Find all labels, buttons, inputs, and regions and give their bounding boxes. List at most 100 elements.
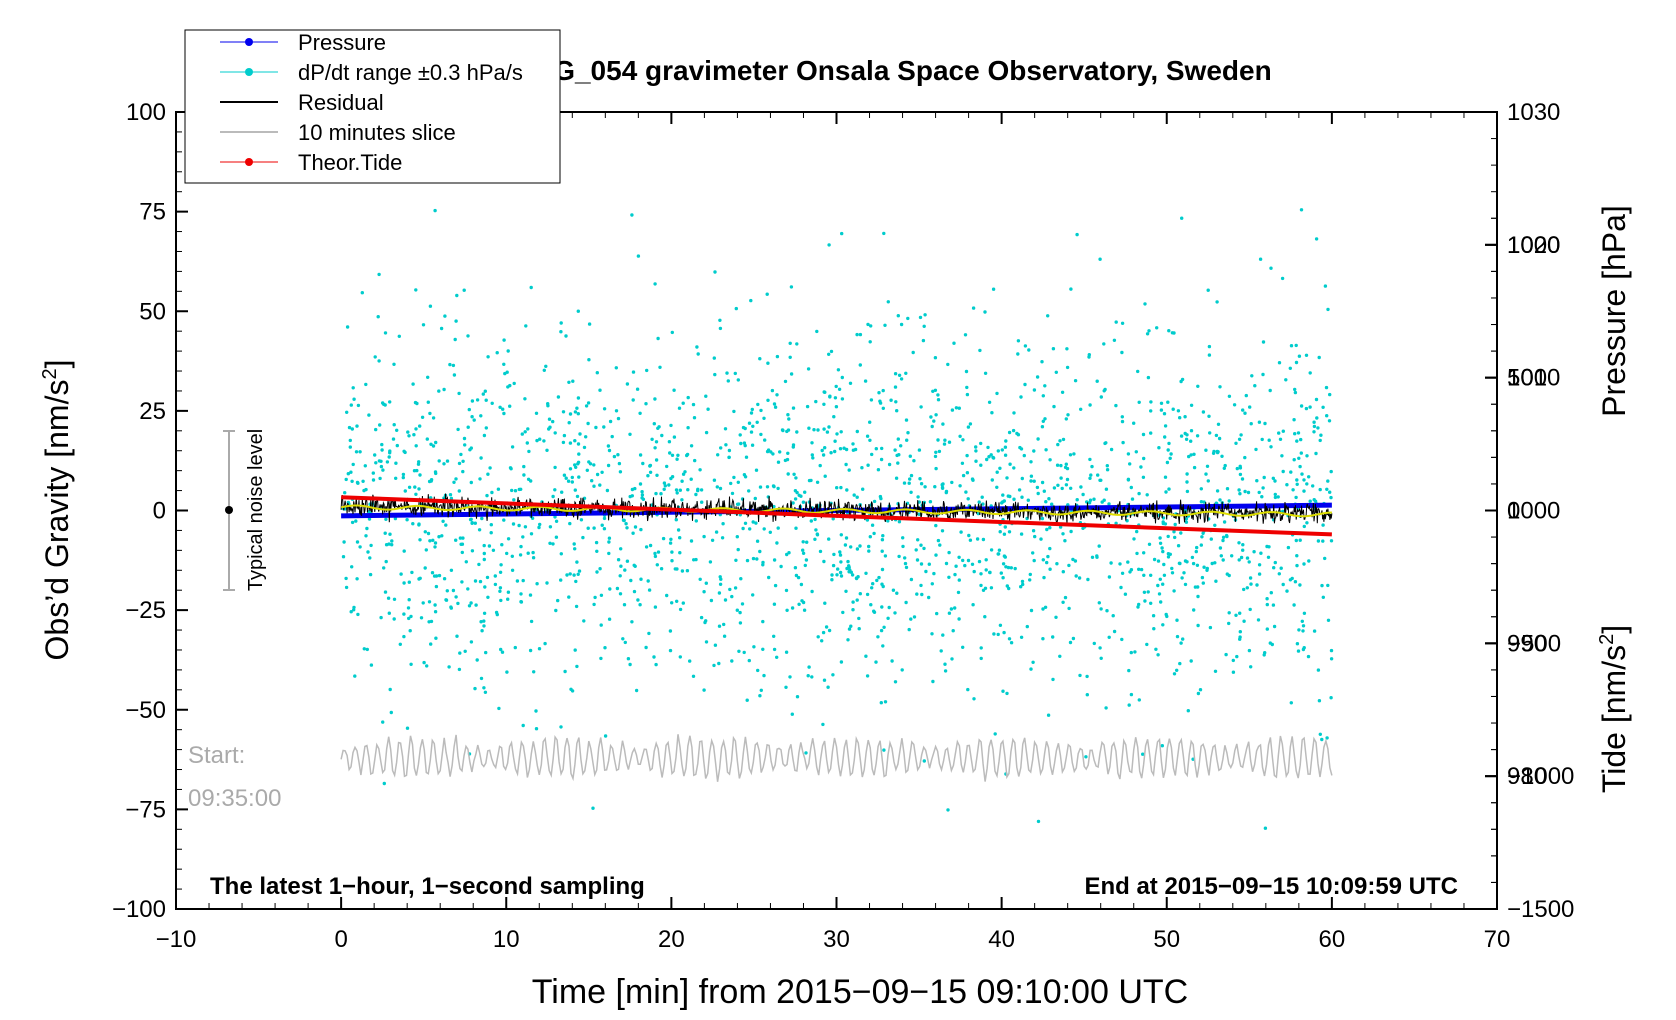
dpdt-point [1047,497,1051,501]
dpdt-point [1042,575,1046,580]
dpdt-point [350,479,354,483]
dpdt-point [377,459,382,463]
dpdt-point [1216,422,1221,426]
dpdt-point [668,629,673,633]
dpdt-point [1003,453,1008,457]
dpdt-point [567,421,571,425]
dpdt-point [991,456,996,460]
dpdt-point [1077,576,1082,580]
dpdt-point [960,461,965,465]
dpdt-point [1019,395,1023,399]
dpdt-point [1266,555,1271,559]
dpdt-point [677,406,682,410]
dpdt-point [694,519,698,523]
dpdt-point [365,647,369,652]
dpdt-point [863,379,868,383]
dpdt-point [1019,585,1023,589]
dpdt-point [442,577,447,581]
dpdt-point [794,476,798,480]
dpdt-point [665,593,669,598]
dpdt-point [529,619,534,624]
dpdt-point [1109,447,1114,452]
dpdt-point [1231,658,1236,663]
dpdt-point [485,493,489,498]
dpdt-point [631,398,635,402]
dpdt-point [864,654,868,658]
dpdt-point [364,382,368,387]
dpdt-point [675,599,679,603]
dpdt-point [827,425,831,429]
dpdt-point [602,516,607,521]
dpdt-point [1218,498,1222,502]
dpdt-point [857,616,861,621]
dpdt-point [378,476,382,481]
dpdt-point [755,420,759,424]
dpdt-point [483,389,487,393]
legend-label-0: Pressure [298,30,386,55]
dpdt-point [1069,529,1073,534]
dpdt-point [852,493,856,497]
dpdt-point [961,473,966,478]
dpdt-point [826,685,830,689]
dpdt-point [1012,497,1016,501]
dpdt-point [1043,384,1047,388]
dpdt-point [1127,703,1131,707]
dpdt-point [1300,472,1304,476]
dpdt-point [407,434,411,438]
dpdt-point [662,481,667,485]
dpdt-point [1221,538,1225,543]
dpdt-point [734,558,738,562]
x-tick-label: 10 [493,926,520,953]
dpdt-point [388,449,392,453]
dpdt-point [519,592,523,596]
dpdt-point [724,443,728,447]
dpdt-point [752,645,756,649]
dpdt-point [1239,433,1243,437]
dpdt-point [1250,374,1254,378]
dpdt-point [582,445,587,450]
dpdt-point [893,448,897,452]
dpdt-point [786,413,790,417]
dpdt-point [847,627,852,631]
dpdt-point [670,559,674,563]
dpdt-point [559,330,563,334]
dpdt-point [1167,487,1171,491]
dpdt-point [844,589,848,593]
dpdt-point [640,496,644,500]
x-tick-label: 20 [658,926,685,953]
dpdt-point [917,500,921,504]
dpdt-point [865,434,870,438]
dpdt-point [1120,419,1125,424]
dpdt-point [1316,668,1321,672]
dpdt-point [537,525,541,530]
dpdt-point [1191,561,1196,566]
dpdt-point [719,446,723,450]
dpdt-point [702,688,706,692]
dpdt-point [1158,541,1163,545]
dpdt-point [371,471,375,475]
dpdt-point [823,601,827,605]
dpdt-point [1215,300,1219,304]
dpdt-point [1162,562,1166,567]
dpdt-point [1097,544,1101,548]
dpdt-point [1120,350,1124,355]
pressure-tick-label: 1030 [1507,99,1560,126]
dpdt-point [554,519,559,523]
dpdt-point [1222,520,1227,524]
dpdt-point [486,355,490,359]
dpdt-point [663,484,667,488]
dpdt-point [857,627,861,631]
dpdt-point [825,430,830,434]
dpdt-point [708,560,713,564]
dpdt-point [833,439,837,443]
dpdt-point [575,494,580,499]
dpdt-point [401,472,406,477]
tide-axis-label-sup: 2 [1596,634,1618,645]
dpdt-point [1137,698,1142,702]
dpdt-point [1273,492,1278,497]
dpdt-point [455,293,459,298]
dpdt-point [1280,454,1284,458]
y-axis-label-end: ] [39,360,75,369]
dpdt-point [553,465,557,470]
dpdt-point [935,611,939,616]
